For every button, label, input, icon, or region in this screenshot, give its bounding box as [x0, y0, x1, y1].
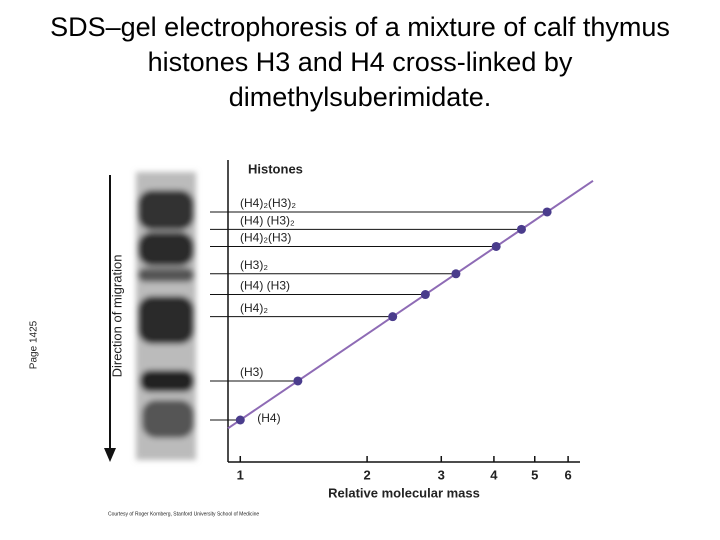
- migration-arrowhead: [104, 448, 116, 462]
- point: [388, 312, 398, 322]
- band-label: (H4)₂(H3): [240, 231, 291, 245]
- band-label: (H4)₂: [240, 301, 268, 315]
- slide-title: SDS–gel electrophoresis of a mixture of …: [50, 12, 670, 112]
- point: [516, 224, 526, 234]
- gel-image: [136, 172, 196, 460]
- point: [420, 290, 430, 300]
- y-axis-label: Direction of migration: [109, 255, 124, 378]
- band-label: (H4) (H3)₂: [240, 214, 295, 228]
- fit-line: [227, 180, 594, 430]
- x-tick-label: 1: [237, 467, 244, 482]
- page-label: Page 1425: [29, 320, 40, 369]
- band-label: (H3)₂: [240, 258, 268, 272]
- x-tick-label: 3: [438, 467, 445, 482]
- point: [451, 269, 461, 279]
- point: [293, 376, 303, 386]
- band-label: (H4)₂(H3)₂: [240, 196, 296, 210]
- x-tick-label: 5: [531, 467, 538, 482]
- x-tick-label: 4: [490, 467, 498, 482]
- point: [542, 207, 552, 217]
- x-tick-label: 2: [363, 467, 370, 482]
- credit: Courtesy of Roger Kornberg, Stanford Uni…: [108, 511, 259, 517]
- point: [491, 241, 501, 251]
- x-tick-label: 6: [564, 467, 571, 482]
- band-label: (H4) (H3): [240, 279, 290, 293]
- legend-title: Histones: [248, 161, 303, 176]
- point: [235, 415, 245, 425]
- x-axis-label: Relative molecular mass: [328, 485, 480, 500]
- band-label: (H4): [257, 411, 280, 425]
- band-label: (H3): [240, 365, 263, 379]
